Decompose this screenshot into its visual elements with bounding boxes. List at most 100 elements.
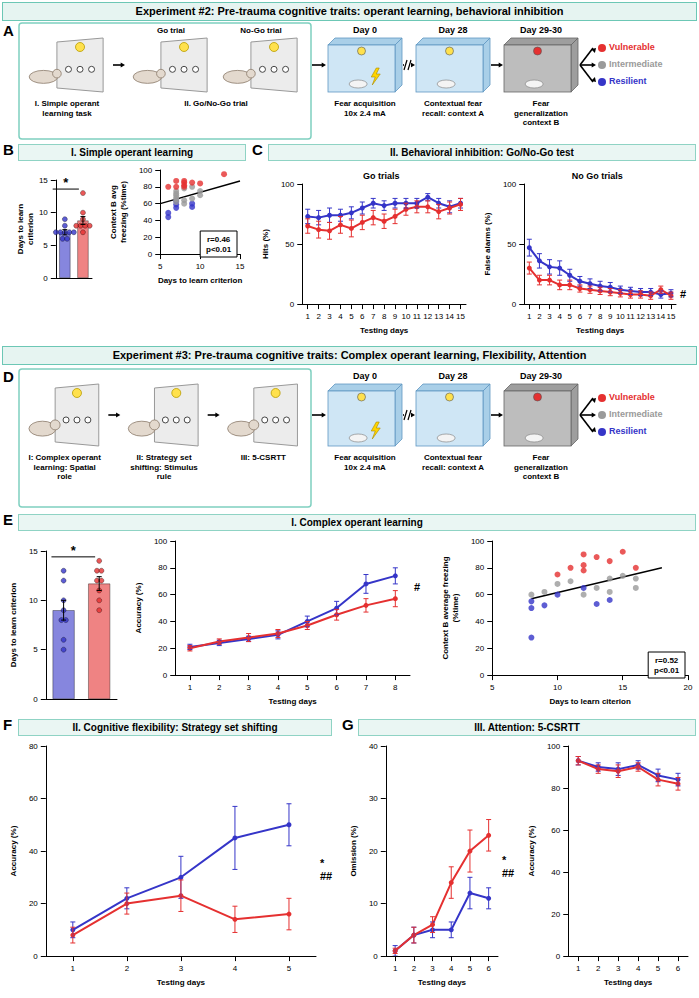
svg-text:0: 0 (33, 952, 38, 961)
svg-text:3: 3 (246, 683, 251, 692)
svg-text:Feargeneralizationcontext B: Feargeneralizationcontext B (514, 453, 568, 481)
svg-text:Days to learn: Days to learn (16, 204, 25, 254)
svg-text:7: 7 (588, 312, 593, 321)
svg-text:Testing days: Testing days (360, 326, 409, 335)
svg-text:##: ## (320, 870, 332, 882)
svg-text:Days to learn criterion: Days to learn criterion (9, 583, 18, 668)
svg-text:(%time): (%time) (451, 593, 460, 622)
svg-text:10: 10 (553, 683, 562, 692)
svg-text:40: 40 (475, 617, 484, 626)
svg-text:3: 3 (327, 312, 332, 321)
svg-text:12: 12 (423, 312, 432, 321)
svg-text:20: 20 (369, 847, 378, 856)
svg-text:Testing days: Testing days (576, 326, 625, 335)
svg-text:4: 4 (233, 964, 238, 973)
svg-text:13: 13 (434, 312, 443, 321)
svg-text:0: 0 (290, 300, 295, 309)
svg-text:40: 40 (158, 617, 167, 626)
svg-text:Testing days: Testing days (418, 978, 467, 987)
svg-text:3: 3 (616, 964, 621, 973)
svg-text:#: # (414, 581, 420, 593)
svg-text:criterion: criterion (26, 213, 35, 245)
svg-text:5: 5 (287, 964, 292, 973)
svg-text:100: 100 (154, 537, 168, 546)
svg-text:r=0.46: r=0.46 (207, 235, 231, 244)
svg-text:r=0.52: r=0.52 (655, 656, 679, 665)
svg-text:Days to learn citerion: Days to learn citerion (549, 697, 630, 706)
svg-text:30: 30 (369, 794, 378, 803)
svg-text:2: 2 (125, 964, 130, 973)
svg-text:5: 5 (468, 964, 473, 973)
svg-text:5: 5 (33, 645, 38, 654)
svg-text:4: 4 (449, 964, 454, 973)
svg-text:Accuracy (%): Accuracy (%) (134, 582, 143, 633)
svg-text:1: 1 (71, 964, 76, 973)
svg-text:0: 0 (480, 671, 485, 680)
svg-text:40: 40 (369, 742, 378, 751)
svg-text:6: 6 (334, 683, 339, 692)
svg-text:#: # (680, 288, 686, 300)
svg-text:11: 11 (626, 312, 635, 321)
svg-text:13: 13 (646, 312, 655, 321)
svg-text:10: 10 (29, 596, 38, 605)
svg-text:Day 29-30: Day 29-30 (520, 371, 562, 381)
svg-text:20: 20 (143, 233, 152, 242)
svg-text:15: 15 (29, 547, 38, 556)
svg-text:2: 2 (217, 683, 222, 692)
svg-text:100: 100 (503, 180, 517, 189)
svg-text:80: 80 (551, 784, 560, 793)
svg-text:100: 100 (281, 180, 295, 189)
svg-text:5: 5 (349, 312, 354, 321)
svg-text:*: * (502, 854, 507, 866)
svg-text:Omission (%): Omission (%) (349, 825, 358, 876)
svg-text:60: 60 (475, 590, 484, 599)
svg-text:##: ## (502, 867, 514, 879)
svg-text:Day 29-30: Day 29-30 (520, 25, 562, 35)
svg-text:II: Strategy setshifting: Stim: II: Strategy setshifting: Stimulusrule (130, 453, 198, 481)
svg-text:Testing days: Testing days (268, 697, 317, 706)
svg-text:60: 60 (143, 199, 152, 208)
svg-text:10: 10 (402, 312, 411, 321)
svg-text:6: 6 (486, 964, 491, 973)
svg-text:40: 40 (29, 847, 38, 856)
svg-text:False alarms (%): False alarms (%) (483, 212, 492, 275)
svg-text:Fear acquisition10x 2.4 mA: Fear acquisition10x 2.4 mA (334, 99, 395, 118)
svg-text:20: 20 (29, 899, 38, 908)
svg-text:5: 5 (656, 964, 661, 973)
svg-text:Vulnerable: Vulnerable (609, 42, 655, 52)
svg-text:10: 10 (196, 262, 205, 271)
svg-text:15: 15 (618, 683, 627, 692)
svg-text:50: 50 (285, 240, 294, 249)
svg-text:Intermediate: Intermediate (609, 409, 663, 419)
svg-text:Context B average freezing: Context B average freezing (441, 556, 450, 659)
svg-text:0: 0 (43, 274, 48, 283)
svg-text:p<0.01: p<0.01 (206, 245, 232, 254)
svg-text:Resilient: Resilient (609, 76, 647, 86)
svg-text:80: 80 (29, 742, 38, 751)
svg-text:Accuracy (%): Accuracy (%) (527, 825, 536, 876)
svg-text:10: 10 (616, 312, 625, 321)
svg-text:4: 4 (636, 964, 641, 973)
svg-text:Days to learn criterion: Days to learn criterion (158, 276, 243, 285)
svg-text:*: * (71, 543, 77, 558)
svg-text:20: 20 (684, 683, 693, 692)
svg-text:50: 50 (507, 240, 516, 249)
svg-text:12: 12 (636, 312, 645, 321)
svg-text:0: 0 (556, 952, 561, 961)
svg-text:15: 15 (236, 262, 245, 271)
svg-text:20: 20 (158, 644, 167, 653)
svg-text:0: 0 (163, 671, 168, 680)
svg-text:20: 20 (551, 910, 560, 919)
svg-text:0: 0 (373, 952, 378, 961)
svg-text:100: 100 (471, 537, 485, 546)
svg-text:60: 60 (29, 794, 38, 803)
svg-text:5: 5 (43, 241, 48, 250)
svg-text:100: 100 (547, 742, 561, 751)
svg-text:Contextual fearrecall: context: Contextual fearrecall: context A (422, 453, 484, 472)
svg-text:Go trial: Go trial (157, 26, 185, 35)
svg-text:6: 6 (676, 964, 681, 973)
svg-text:Fear acquisition10x 2.4 mA: Fear acquisition10x 2.4 mA (334, 453, 395, 472)
svg-text:p<0.01: p<0.01 (654, 666, 680, 675)
svg-text:Feargeneralizationcontext B: Feargeneralizationcontext B (514, 99, 568, 127)
svg-text:11: 11 (413, 312, 422, 321)
